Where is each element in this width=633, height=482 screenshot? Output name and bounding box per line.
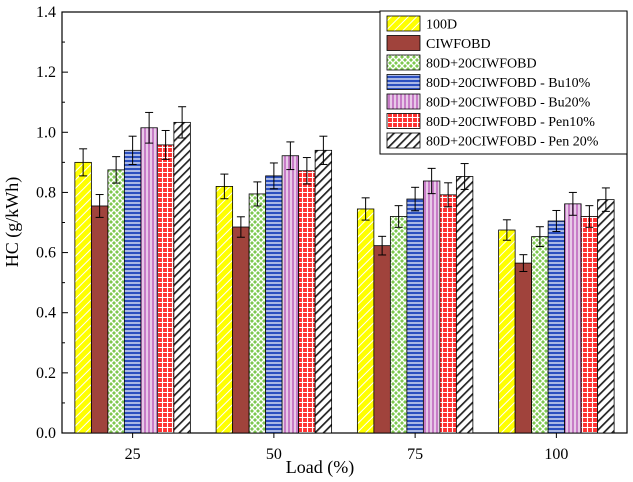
- x-tick-label: 50: [266, 446, 282, 463]
- bar-3-5: [580, 216, 599, 434]
- error-bar: [302, 157, 311, 185]
- error-bar: [79, 148, 88, 177]
- legend-label: 80D+20CIWFOBD - Pen 20%: [426, 135, 599, 150]
- y-axis-label: HC (g/kWh): [2, 177, 23, 267]
- bar-1-2: [248, 193, 267, 434]
- error-bar: [568, 191, 577, 216]
- legend-label: 80D+20CIWFOBD - Bu20%: [426, 96, 591, 111]
- error-bar: [112, 156, 121, 184]
- error-bar: [286, 141, 295, 171]
- x-axis: 25 50 75 100: [125, 433, 568, 463]
- y-tick-label: 0.0: [36, 425, 56, 442]
- error-bar: [236, 216, 245, 238]
- legend-swatch: [386, 93, 421, 110]
- y-tick-label: 0.6: [36, 245, 56, 262]
- legend-swatch: [386, 74, 421, 90]
- legend: 100D CIWFOBD 80D+20CIWFOBD 80D+20CIWFOBD - …: [379, 10, 628, 155]
- error-bar: [535, 226, 544, 248]
- bar-3-4: [564, 203, 582, 434]
- y-tick-label: 0.4: [36, 305, 56, 322]
- bar-2-4: [422, 180, 441, 434]
- x-tick-label: 75: [407, 446, 423, 463]
- error-bar: [394, 205, 403, 228]
- y-axis: 0.0 0.2 0.4 0.6 0.8 1.0 1.2 1.4: [36, 4, 68, 442]
- bar-1-3: [265, 175, 283, 434]
- error-bar: [145, 111, 154, 144]
- bar-3-6: [597, 199, 615, 434]
- bar-0-4: [140, 127, 158, 434]
- bar-2-1: [373, 245, 391, 434]
- legend-item: CIWFOBD: [386, 35, 491, 52]
- bar-2-6: [455, 176, 474, 434]
- error-bar: [269, 162, 278, 190]
- bar-1-0: [215, 186, 234, 434]
- error-bar: [378, 235, 387, 256]
- bar-series-group: [74, 106, 615, 434]
- error-bar: [519, 254, 528, 273]
- error-bar: [552, 209, 561, 233]
- bar-3-2: [531, 236, 549, 434]
- bar-0-6: [173, 121, 191, 434]
- bar-0-2: [107, 169, 125, 434]
- error-bar: [319, 135, 328, 165]
- error-bar: [161, 129, 170, 160]
- legend-frame: [379, 10, 628, 155]
- error-bar: [585, 205, 594, 228]
- error-bar: [128, 135, 137, 165]
- bar-2-2: [389, 216, 408, 434]
- x-tick-label: 100: [544, 446, 568, 463]
- legend-swatch: [386, 113, 421, 129]
- legend-swatch: [386, 35, 421, 51]
- legend-swatch: [386, 15, 421, 32]
- bar-1-5: [298, 170, 316, 434]
- legend-item: 80D+20CIWFOBD - Bu10%: [386, 74, 591, 91]
- y-tick-label: 0.8: [36, 184, 56, 201]
- error-bar: [253, 181, 262, 207]
- bar-1-1: [232, 226, 250, 434]
- legend-label: 100D: [426, 18, 457, 33]
- error-bar: [444, 182, 453, 208]
- legend-item: 80D+20CIWFOBD - Pen 20%: [386, 132, 599, 150]
- bar-2-0: [356, 208, 375, 434]
- legend-item: 80D+20CIWFOBD - Pen10%: [386, 113, 595, 130]
- bar-0-3: [123, 149, 142, 434]
- legend-item: 80D+20CIWFOBD: [386, 54, 537, 72]
- error-bar: [220, 173, 229, 200]
- bar-0-1: [90, 205, 109, 434]
- legend-swatch: [386, 54, 421, 71]
- error-bar: [502, 219, 511, 241]
- bar-3-3: [547, 220, 566, 434]
- y-tick-label: 1.2: [36, 64, 56, 81]
- error-bar: [361, 197, 370, 221]
- error-bar: [427, 167, 436, 195]
- bar-2-3: [406, 198, 424, 434]
- x-tick-label: 25: [125, 446, 141, 463]
- legend-item: 80D+20CIWFOBD - Bu20%: [386, 93, 591, 111]
- bar-3-0: [498, 229, 516, 434]
- legend-label: 80D+20CIWFOBD - Bu10%: [426, 76, 591, 91]
- error-bar: [95, 194, 104, 218]
- bar-0-0: [74, 161, 92, 434]
- legend-label: 80D+20CIWFOBD - Pen10%: [426, 115, 595, 130]
- legend-label: 80D+20CIWFOBD: [426, 57, 537, 72]
- y-tick-label: 0.2: [36, 365, 56, 382]
- x-axis-label: Load (%): [286, 457, 354, 478]
- y-tick-label: 1.0: [36, 124, 56, 141]
- bar-1-6: [314, 149, 333, 434]
- bar-3-1: [514, 262, 533, 434]
- error-bar: [601, 187, 610, 212]
- error-bar: [460, 163, 469, 190]
- legend-swatch: [386, 132, 421, 149]
- bar-2-5: [439, 194, 457, 434]
- bar-1-4: [281, 155, 300, 434]
- error-bar: [411, 186, 420, 212]
- bar-0-5: [156, 144, 175, 434]
- legend-item: 100D: [386, 15, 457, 33]
- legend-label: CIWFOBD: [426, 37, 491, 52]
- error-bar: [178, 106, 187, 139]
- y-tick-label: 1.4: [36, 4, 56, 21]
